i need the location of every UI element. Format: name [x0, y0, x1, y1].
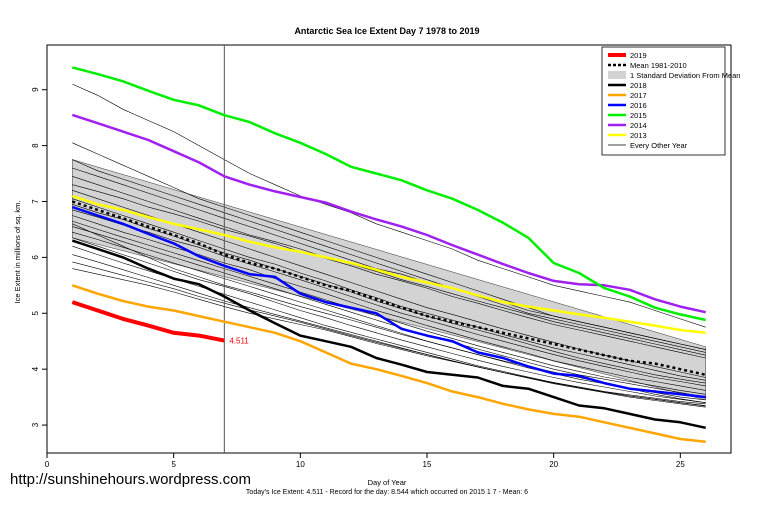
legend-label: Every Other Year [630, 141, 688, 150]
every-other-year-line [72, 198, 706, 381]
series-line-2018 [71, 239, 706, 430]
legend-label: 2016 [630, 101, 647, 110]
every-other-year-line [72, 215, 706, 391]
x-tick-label: 15 [423, 460, 432, 469]
every-other-year-line [72, 220, 706, 395]
every-other-year-line [72, 167, 706, 350]
x-axis-title: Day of Year [368, 478, 407, 487]
legend-label: 1 Standard Deviation From Mean [630, 71, 740, 80]
legend-label: 2019 [630, 51, 647, 60]
y-tick-label: 7 [31, 199, 40, 204]
every-other-year-line [72, 184, 706, 359]
series-line-2017 [71, 284, 706, 444]
plot-border [46, 44, 732, 454]
x-tick-label: 25 [676, 460, 685, 469]
every-other-year-line [72, 209, 706, 387]
x-tick-label: 5 [171, 460, 176, 469]
every-other-year-line [72, 176, 706, 356]
y-tick-label: 8 [31, 143, 40, 148]
series-line-2016 [71, 205, 706, 399]
x-tick-label: 0 [45, 460, 50, 469]
footer-text: Today's Ice Extent: 4.511 - Record for t… [246, 489, 528, 496]
legend-swatch [608, 71, 626, 79]
series-line-2015 [71, 66, 706, 322]
y-tick-label: 4 [31, 366, 40, 371]
every-other-year-line [72, 83, 706, 328]
legend-label: 2013 [630, 131, 647, 140]
y-tick-label: 9 [31, 87, 40, 92]
series-line-2013 [71, 194, 706, 335]
legend-label: Mean 1981-2010 [630, 61, 687, 70]
y-tick-label: 3 [31, 422, 40, 427]
x-tick-label: 20 [549, 460, 558, 469]
every-other-year-line [72, 261, 706, 406]
every-other-year-line [72, 226, 706, 398]
today-value-label: 4.511 [229, 337, 249, 346]
every-other-year-line [72, 204, 706, 384]
chart-title: Antarctic Sea Ice Extent Day 7 1978 to 2… [294, 26, 479, 36]
legend-label: 2018 [630, 81, 647, 90]
y-tick-label: 5 [31, 311, 40, 316]
every-other-year-line [72, 237, 706, 403]
std-dev-band [72, 159, 706, 401]
watermark-url: http://sunshinehours.wordpress.com [10, 471, 251, 488]
every-other-year-line [72, 159, 706, 353]
y-tick-label: 6 [31, 255, 40, 260]
legend-label: 2014 [630, 121, 647, 130]
every-other-year-line [72, 254, 706, 408]
y-axis-title: Ice Extent in millions of sq. km. [13, 201, 22, 304]
legend-label: 2015 [630, 111, 647, 120]
every-other-year-line [72, 268, 706, 405]
legend-label: 2017 [630, 91, 647, 100]
x-tick-label: 10 [296, 460, 305, 469]
legend-box [601, 46, 726, 156]
series-line-2019 [71, 300, 225, 343]
